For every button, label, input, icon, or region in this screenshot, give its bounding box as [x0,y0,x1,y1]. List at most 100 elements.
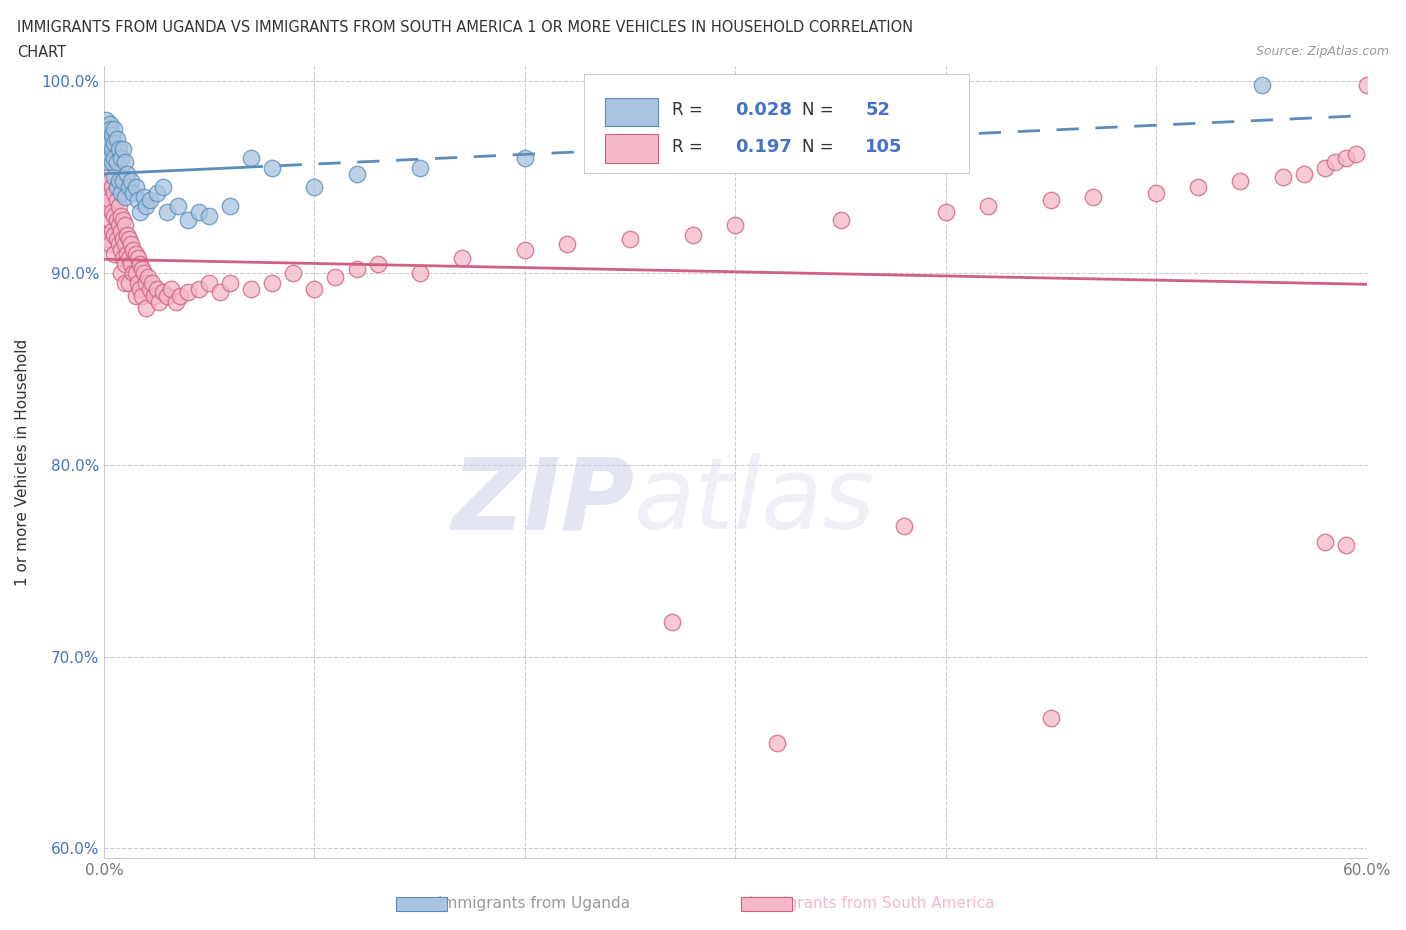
Point [124,289,146,304]
Text: 52: 52 [866,101,890,119]
Point [208,285,231,299]
Point [1313,534,1336,549]
Point [219,199,242,214]
Point [101,141,124,156]
Point [98,212,121,227]
Point [101,127,124,142]
Point [619,232,641,246]
Point [103,136,125,151]
Point [98,193,121,207]
Point [1187,179,1209,194]
Point [114,154,136,169]
Text: CHART: CHART [17,45,66,60]
Point [111,250,134,265]
Point [177,212,200,227]
Text: Immigrants from Uganda: Immigrants from Uganda [439,897,630,911]
Point [97,170,120,185]
Point [513,151,536,166]
Point [1040,711,1063,725]
Point [118,275,141,290]
Point [103,228,125,243]
Point [105,179,128,194]
Point [120,237,142,252]
Point [114,189,136,204]
Point [198,208,221,223]
Point [187,281,209,296]
Point [122,185,145,200]
Point [1271,170,1294,185]
Point [450,250,472,265]
Point [98,237,121,252]
Point [97,199,120,214]
Point [143,289,166,304]
Point [101,205,124,219]
Point [94,228,117,243]
Point [145,185,167,200]
Text: Immigrants from South America: Immigrants from South America [749,897,994,911]
Point [101,223,124,238]
Point [131,262,153,277]
Point [1250,78,1272,93]
Point [114,218,136,232]
Point [128,281,150,296]
Point [105,232,128,246]
Point [110,266,132,281]
Point [977,199,1000,214]
Text: 0.028: 0.028 [735,101,793,119]
Point [101,154,124,169]
Point [555,237,578,252]
Point [97,154,120,169]
Text: R =: R = [672,138,709,156]
Point [97,232,120,246]
Point [94,113,117,127]
Text: IMMIGRANTS FROM UGANDA VS IMMIGRANTS FROM SOUTH AMERICA 1 OR MORE VEHICLES IN HO: IMMIGRANTS FROM UGANDA VS IMMIGRANTS FRO… [17,20,912,35]
Point [141,275,163,290]
Point [346,262,368,277]
Point [114,275,136,290]
Point [107,141,129,156]
Point [107,199,129,214]
Point [408,160,430,175]
Text: atlas: atlas [634,453,876,551]
Point [127,275,149,290]
Point [120,256,142,271]
Point [135,275,157,290]
Point [346,166,368,181]
Point [262,275,284,290]
Point [156,205,179,219]
Point [124,179,146,194]
Point [110,223,132,238]
Point [118,250,141,265]
Point [107,237,129,252]
Point [132,266,155,281]
Point [283,266,305,281]
Point [120,174,142,189]
Point [97,131,120,146]
Point [152,179,174,194]
Point [105,154,128,169]
Point [166,199,188,214]
Point [105,212,128,227]
Point [131,289,153,304]
Point [122,266,145,281]
Text: Source: ZipAtlas.com: Source: ZipAtlas.com [1256,45,1389,58]
Point [103,151,125,166]
Point [110,185,132,200]
Point [240,151,263,166]
Point [111,141,134,156]
Point [98,136,121,151]
Point [766,736,789,751]
Point [325,270,347,285]
Point [1229,174,1251,189]
Point [115,246,138,261]
Point [1081,189,1104,204]
Point [127,193,149,207]
Point [1355,78,1378,93]
Point [128,256,150,271]
Text: N =: N = [803,138,839,156]
Point [240,281,263,296]
Point [118,179,141,194]
Text: 105: 105 [866,138,903,156]
Point [124,246,146,261]
Point [152,285,174,299]
